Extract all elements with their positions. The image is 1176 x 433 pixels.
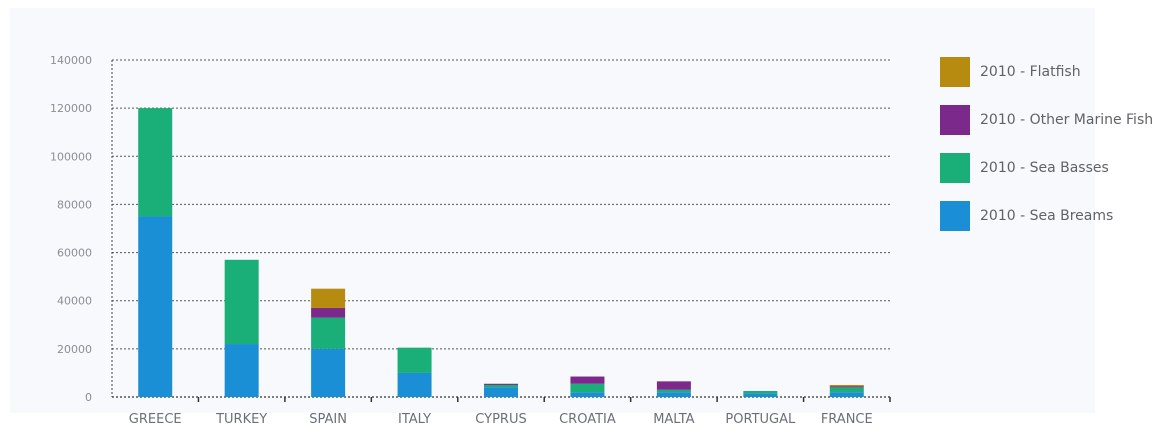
x-tick-label: SPAIN [309,412,347,427]
x-tick-label: FRANCE [821,412,873,427]
y-tick-label: 140000 [50,54,92,67]
y-tick-label: 100000 [50,150,92,163]
bar-segment [570,392,605,397]
legend-item-flatfish: 2010 - Flatfish [940,56,1153,88]
bar-segment [138,108,173,217]
y-tick-label: 20000 [57,343,92,356]
legend-label: 2010 - Sea Basses [980,160,1109,176]
legend-label: 2010 - Other Marine Fish [980,112,1154,128]
x-tick-label: TURKEY [215,412,267,427]
bar-segment [484,384,518,388]
x-tick-label: ITALY [398,412,431,427]
y-tick-label: 40000 [57,295,92,308]
chart-legend: 2010 - Flatfish 2010 - Other Marine Fish… [940,56,1153,248]
bar-segment [138,216,173,397]
legend-label: 2010 - Flatfish [980,64,1081,80]
bar-segment [656,389,691,393]
bar-segment [570,383,605,393]
legend-swatch [940,201,970,231]
bar-segment [656,381,691,390]
bar-segment [397,372,432,397]
bar-segment [570,376,605,384]
bar-segment [743,393,778,397]
bar-segment [224,344,259,397]
bar-segment [656,392,691,397]
bar-segment [484,387,518,397]
x-tick-label: CYPRUS [475,412,526,427]
bar-segment [311,317,346,349]
x-tick-label: GREECE [129,412,182,427]
bar-segment [829,386,864,388]
legend-swatch [940,57,970,87]
bar-segment [829,387,864,393]
bar-segment [743,390,778,394]
x-tick-label: CROATIA [559,412,616,427]
legend-item-sea-breams: 2010 - Sea Breams [940,200,1153,232]
legend-swatch [940,105,970,135]
legend-item-other-marine-fish: 2010 - Other Marine Fish [940,104,1153,136]
legend-item-sea-basses: 2010 - Sea Basses [940,152,1153,184]
bar-segment [311,307,346,318]
x-tick-label: MALTA [653,412,694,427]
bar-segment [397,347,432,373]
bar-segment [484,383,518,385]
y-tick-label: 80000 [57,198,92,211]
y-tick-label: 0 [85,391,92,404]
plot-background [10,8,1095,413]
bar-segment [829,392,864,397]
y-tick-label: 60000 [57,247,92,260]
x-tick-label: PORTUGAL [725,412,796,427]
legend-swatch [940,153,970,183]
bar-segment [311,348,346,397]
bar-segment [224,259,259,345]
y-tick-label: 120000 [50,102,92,115]
bar-segment [311,288,346,308]
legend-label: 2010 - Sea Breams [980,208,1114,224]
bar-segment [829,384,864,387]
